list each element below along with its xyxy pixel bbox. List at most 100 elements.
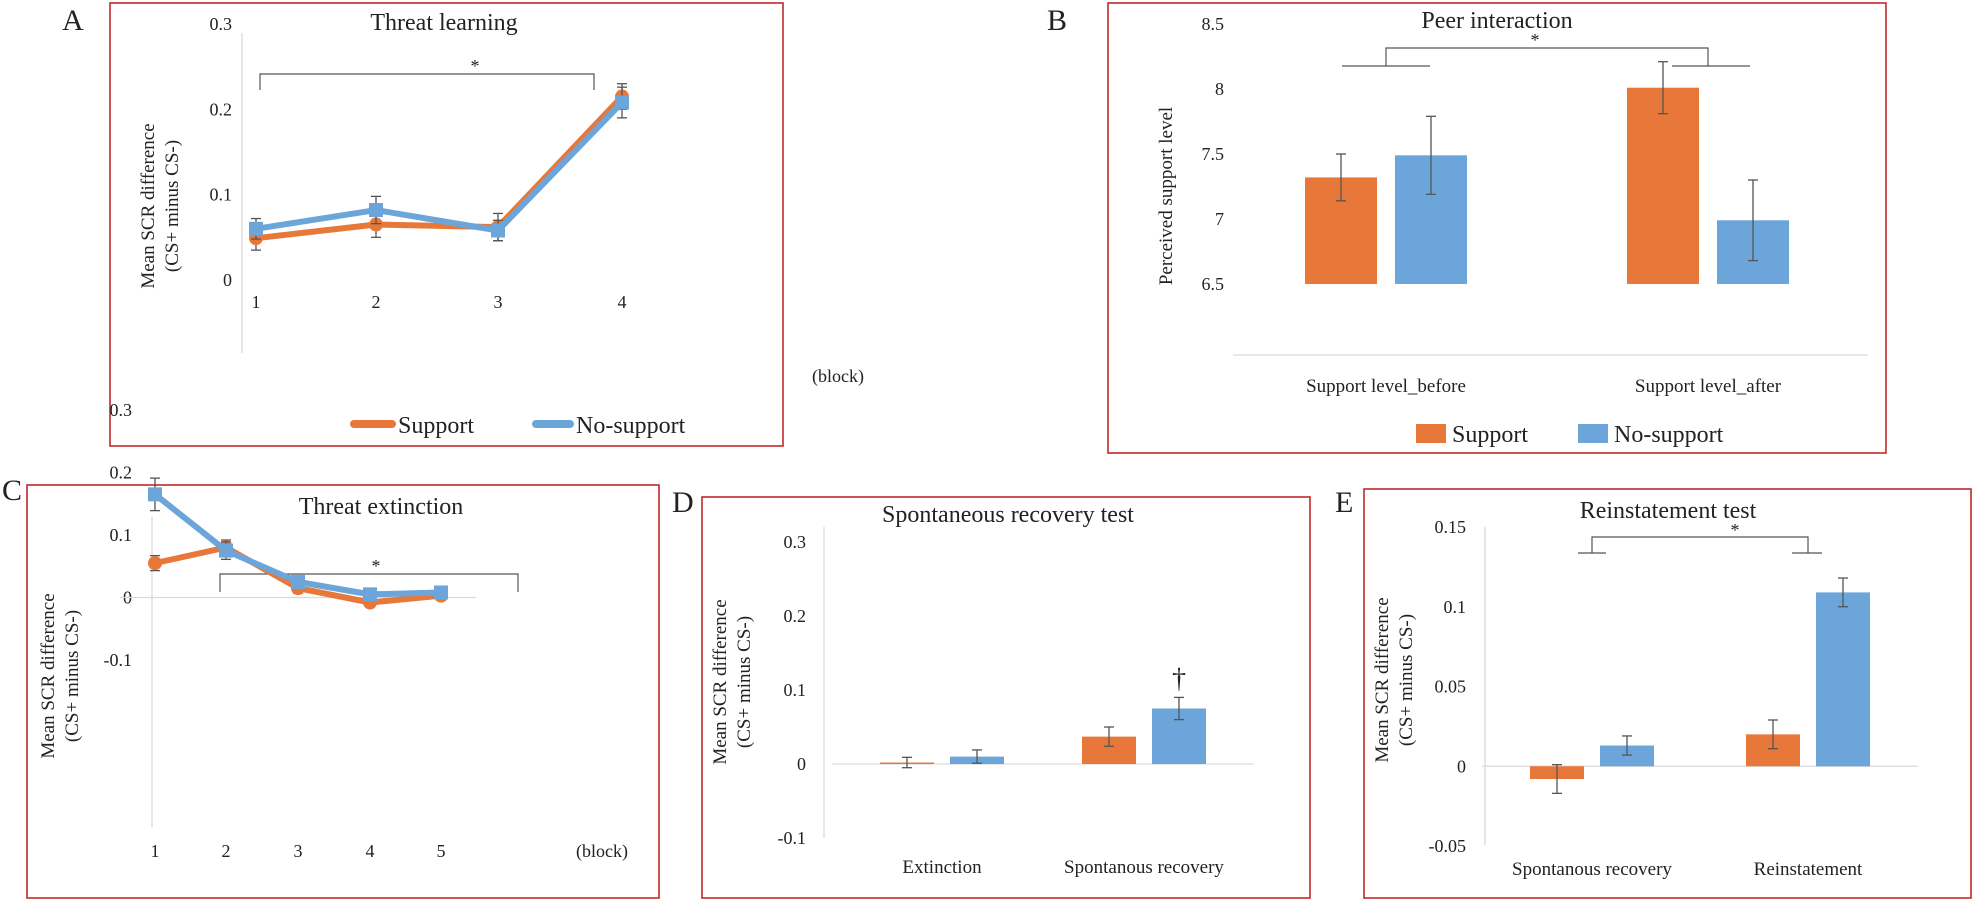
panel-c-border (26, 484, 660, 899)
x-tick-label-a: 4 (618, 292, 627, 312)
x-category-label-b: Support level_after (1635, 376, 1782, 397)
series-line-nosupport-a (255, 100, 625, 234)
y-tick-label-e: 0 (1457, 756, 1466, 776)
data-point-nosupport-a (491, 223, 505, 238)
data-point-nosupport-a (615, 95, 629, 110)
significance-bracket-a: * (259, 56, 595, 90)
x-category-label-b: Support level_before (1306, 376, 1466, 397)
y-axis-title-c-line2: (CS+ minus CS-) (62, 610, 83, 742)
y-tick-label-d: 0.1 (784, 680, 807, 700)
panel-letter-a: A (62, 4, 84, 37)
y-tick-label-c: 0.3 (110, 400, 133, 420)
y-tick-label-c: 0.1 (110, 525, 133, 545)
panel-e: E Reinstatement test Mean SCR difference… (1335, 486, 1972, 899)
y-ticks-d: -0.1 0 0.1 0.2 0.3 (778, 532, 807, 848)
y-ticks-e: -0.05 0 0.05 0.1 0.15 (1429, 517, 1467, 856)
y-axis-title-e-line1: Mean SCR difference (1372, 597, 1393, 762)
data-point-nosupport-c (219, 543, 233, 558)
y-tick-label-b: 8.5 (1202, 14, 1225, 34)
panel-e-border (1363, 488, 1972, 899)
y-tick-label-b: 7 (1215, 209, 1224, 229)
chart-title-d: Spontaneous recovery test (882, 502, 1134, 528)
y-tick-label-a: 0.1 (210, 185, 233, 205)
x-ticks-c: 1 2 3 4 5 (151, 841, 446, 861)
x-categories-e: Spontanous recovery Reinstatement (1512, 859, 1863, 880)
y-tick-label-e: -0.05 (1429, 836, 1467, 856)
panel-d: D Spontaneous recovery test Mean SCR dif… (672, 486, 1311, 899)
significance-bracket-b: * (1342, 30, 1750, 67)
x-category-label-d: Extinction (902, 857, 982, 878)
significance-bracket-e: * (1578, 520, 1822, 554)
x-category-label-e: Spontanous recovery (1512, 859, 1672, 880)
data-point-nosupport-c (148, 487, 162, 502)
data-point-nosupport-a (249, 221, 263, 236)
y-tick-label-e: 0.15 (1435, 517, 1467, 537)
plot-area-d (832, 696, 1254, 769)
significance-star-e: * (1731, 520, 1740, 540)
x-tick-label-a: 2 (372, 292, 381, 312)
significance-star-b: * (1531, 30, 1540, 50)
y-ticks-a: 0 0.1 0.2 0.3 (210, 14, 233, 290)
significance-bracket-line-b (1342, 47, 1750, 67)
legend-swatch-support-b (1416, 424, 1446, 443)
panel-letter-b: B (1047, 4, 1067, 37)
data-point-nosupport-c (434, 585, 448, 600)
x-category-label-d: Spontanous recovery (1064, 857, 1224, 878)
y-axis-title-b: Perceived support level (1156, 107, 1177, 285)
panel-d-border (701, 496, 1311, 899)
x-tick-label-c: 4 (366, 841, 375, 861)
panel-c: C Threat extinction Mean SCR difference … (2, 400, 660, 899)
y-tick-label-d: 0 (797, 754, 806, 774)
data-point-support-a (369, 217, 383, 232)
y-tick-label-a: 0 (223, 270, 232, 290)
legend-swatch-nosupport-b (1578, 424, 1608, 443)
x-unit-label-a: (block) (812, 366, 864, 387)
y-tick-label-e: 0.05 (1435, 677, 1467, 697)
chart-title-b: Peer interaction (1421, 8, 1572, 34)
y-tick-label-d: -0.1 (778, 828, 807, 848)
panel-a: A Threat learning Mean SCR difference (C… (62, 2, 864, 447)
data-point-nosupport-a (369, 203, 383, 218)
y-tick-label-a: 0.3 (210, 14, 233, 34)
y-axis-title-e-line2: (CS+ minus CS-) (1396, 614, 1417, 746)
y-tick-label-c: 0.2 (110, 463, 133, 483)
chart-title-c: Threat extinction (299, 494, 464, 520)
data-point-nosupport-c (363, 587, 377, 602)
y-ticks-b: 6.5 7 7.5 8 8.5 (1202, 14, 1225, 294)
y-tick-label-d: 0.3 (784, 532, 807, 552)
y-tick-label-b: 7.5 (1202, 144, 1225, 164)
significance-star-c: * (372, 556, 381, 576)
bar-nosupport-e (1816, 592, 1870, 767)
y-tick-label-a: 0.2 (210, 99, 233, 119)
x-unit-label-c: (block) (576, 841, 628, 862)
series-line-support-a (255, 94, 625, 242)
legend-label-support-a: Support (398, 413, 474, 439)
x-tick-label-a: 1 (252, 292, 261, 312)
legend-label-nosupport-a: No-support (576, 413, 686, 439)
y-tick-label-c: -0.1 (104, 650, 133, 670)
bar-support-b (1627, 87, 1699, 284)
plot-area-e (1482, 577, 1918, 795)
y-axis-title-a-line2: (CS+ minus CS-) (162, 140, 183, 272)
x-categories-b: Support level_before Support level_after (1306, 376, 1782, 397)
plot-area-b (1305, 61, 1789, 284)
x-category-label-e: Reinstatement (1754, 859, 1863, 880)
significance-bracket-c: * (219, 556, 519, 592)
legend-a: Support No-support (350, 413, 686, 439)
chart-title-a: Threat learning (370, 10, 517, 36)
plot-area-a (249, 83, 629, 251)
data-point-nosupport-c (291, 574, 305, 589)
x-ticks-a: 1 2 3 4 (252, 292, 627, 312)
x-tick-label-c: 5 (437, 841, 446, 861)
significance-dagger-d: † (1172, 663, 1186, 694)
panel-letter-c: C (2, 474, 22, 507)
panel-a-border (109, 2, 784, 447)
y-tick-label-b: 6.5 (1202, 274, 1225, 294)
panel-letter-d: D (672, 486, 694, 519)
panel-b: B Peer interaction Perceived support lev… (1047, 2, 1887, 454)
x-tick-label-c: 3 (294, 841, 303, 861)
y-axis-title-a: Mean SCR difference (CS+ minus CS-) (138, 123, 183, 288)
y-ticks-c: -0.100.10.20.3 (104, 400, 133, 670)
x-categories-d: Extinction Spontanous recovery (902, 857, 1224, 878)
